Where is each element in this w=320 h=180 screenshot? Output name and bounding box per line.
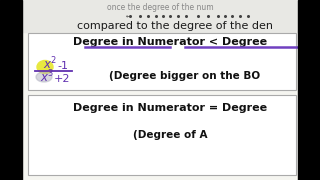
Ellipse shape — [37, 60, 53, 73]
Text: Degree in Numerator = Degree: Degree in Numerator = Degree — [73, 103, 267, 113]
Text: (Degree of A: (Degree of A — [133, 130, 207, 140]
Bar — [28, 95, 296, 175]
Text: $x^2$: $x^2$ — [43, 56, 57, 72]
Text: +2: +2 — [54, 74, 70, 84]
Bar — [22, 0, 298, 32]
Text: compared to the degree of the den: compared to the degree of the den — [77, 21, 273, 31]
Text: once the degree of the num: once the degree of the num — [107, 3, 213, 12]
Bar — [298, 0, 320, 180]
Text: (Degree bigger on the BO: (Degree bigger on the BO — [109, 71, 260, 81]
Text: ←: ← — [126, 14, 130, 19]
Bar — [28, 33, 296, 90]
Text: $x^3$: $x^3$ — [40, 69, 54, 85]
Text: Degree in Numerator < Degree: Degree in Numerator < Degree — [73, 37, 267, 47]
Bar — [22, 0, 298, 180]
Bar — [0, 0, 22, 180]
Text: -1: -1 — [57, 61, 68, 71]
Ellipse shape — [36, 72, 52, 82]
